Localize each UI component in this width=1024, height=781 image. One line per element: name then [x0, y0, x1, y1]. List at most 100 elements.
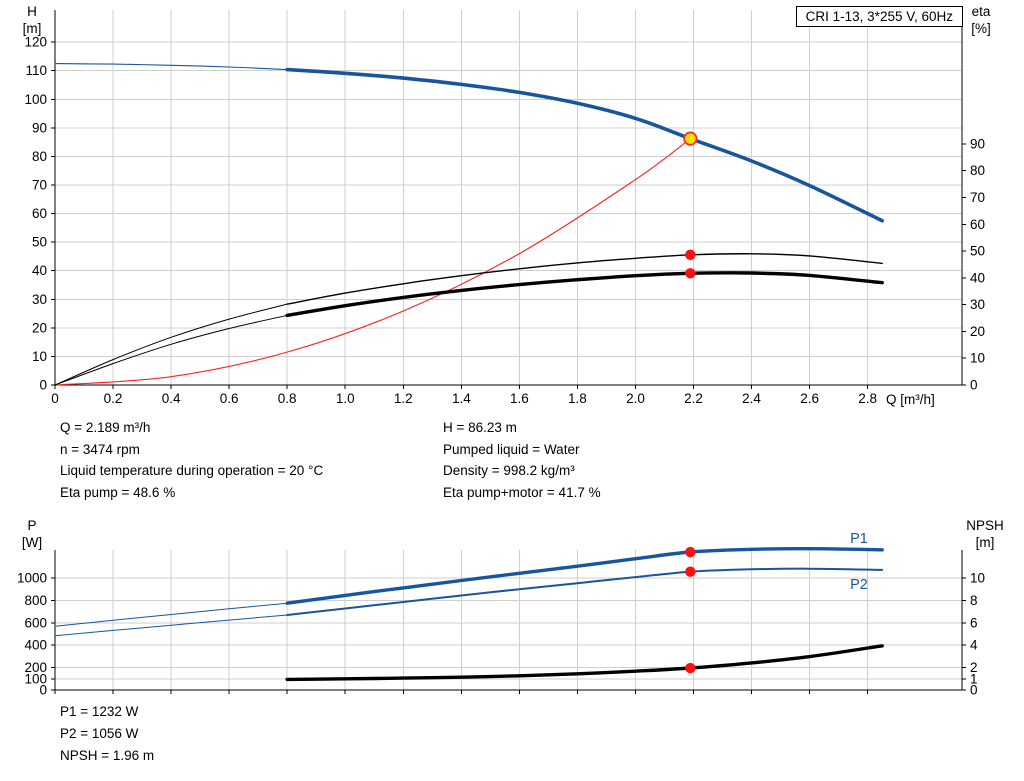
qh-curve: [285, 67, 884, 223]
y-right-tick-label: 0: [970, 378, 978, 393]
info-column-left: Q = 2.189 m³/h n = 3474 rpm Liquid tempe…: [60, 417, 323, 503]
y-left-tick-label: 600: [24, 615, 47, 630]
info-pumped-liquid: Pumped liquid = Water: [443, 441, 580, 457]
info-eta-pump-motor: Eta pump+motor = 41.7 %: [443, 484, 601, 500]
h-axis-label: H [m]: [14, 3, 50, 37]
info-eta-pump: Eta pump = 48.6 %: [60, 484, 176, 500]
h-axis-symbol: H: [27, 4, 37, 19]
npsh-curve: [285, 644, 884, 682]
npsh-point: [685, 662, 696, 674]
eta-axis-label: eta [%]: [960, 3, 1002, 37]
y-right-tick-label: 90: [970, 136, 985, 151]
eta-pump-motor-point: [685, 268, 696, 279]
x-tick-label: 0.6: [220, 391, 239, 406]
duty-point[interactable]: [683, 131, 698, 146]
p-axis-unit: [W]: [21, 535, 43, 550]
pump-title: CRI 1-13, 3*255 V, 60Hz: [805, 9, 953, 24]
info-npsh: NPSH = 1.96 m: [60, 748, 155, 763]
p2-curve: [286, 567, 884, 616]
y-left-tick-label: 80: [32, 149, 47, 164]
y-left-tick-label: 120: [24, 35, 47, 50]
curve-label-p1: P1: [850, 531, 868, 547]
y-right-tick-label: 40: [970, 270, 985, 285]
x-tick-label: 2.6: [800, 391, 819, 406]
y-right-tick-label: 1: [970, 671, 978, 686]
y-right-tick-label: 10: [970, 351, 985, 366]
y-right-tick-label: 6: [970, 615, 978, 630]
x-tick-label: 1.6: [510, 391, 529, 406]
h-axis-unit: [m]: [22, 21, 42, 36]
npsh-axis-symbol: NPSH: [966, 518, 1004, 533]
x-tick-label: 1.2: [394, 391, 413, 406]
y-left-tick-label: 10: [32, 349, 47, 364]
y-right-tick-label: 20: [970, 324, 985, 339]
y-left-tick-label: 70: [32, 178, 47, 193]
y-left-tick-label: 800: [24, 593, 47, 608]
y-right-tick-label: 50: [970, 244, 985, 259]
y-right-tick-label: 70: [970, 190, 985, 205]
y-right-tick-label: 10: [970, 571, 985, 586]
q-axis-label-text: Q [m³/h]: [886, 392, 935, 407]
p-axis-label: P [W]: [14, 517, 50, 551]
eta-pump-curve-low: [54, 303, 288, 386]
y-left-tick-label: 40: [32, 263, 47, 278]
y-right-tick-label: 80: [970, 163, 985, 178]
info-liquid-temperature: Liquid temperature during operation = 20…: [60, 463, 324, 478]
y-left-tick-label: 1000: [17, 571, 47, 586]
eta-pump-motor-curve: [285, 271, 884, 318]
x-tick-label: 0.8: [278, 391, 297, 406]
y-right-tick-label: 8: [970, 593, 978, 608]
y-left-tick-label: 100: [24, 92, 47, 107]
y-left-tick-label: 90: [32, 120, 47, 135]
x-tick-label: 0.2: [104, 391, 123, 406]
y-right-tick-label: 60: [970, 217, 985, 232]
x-tick-label: 0: [51, 391, 59, 406]
curve-label-p2: P2: [850, 577, 868, 593]
qh-eta-chart[interactable]: 0 0.2 0.4 0.6 0.8 1.0 1.2 1.4 1.6 1.8 2.0 2.2 2.4 2.6…: [0, 0, 1024, 418]
x-tick-label: 2.2: [684, 391, 703, 406]
npsh-axis-unit: [m]: [975, 535, 995, 550]
p1-curve: [285, 546, 884, 605]
y-right-tick-label: 30: [970, 297, 985, 312]
p1-point: [685, 546, 696, 558]
y-left-tick-label: 20: [32, 320, 47, 335]
eta-axis-symbol: eta: [971, 4, 991, 19]
y-left-tick-label: 0: [39, 683, 47, 698]
x-tick-label: 1.4: [452, 391, 471, 406]
info-p2: P2 = 1056 W: [60, 726, 139, 741]
x-tick-label: 0.4: [162, 391, 181, 406]
p2-curve-low: [54, 614, 288, 637]
x-tick-label: 2.0: [626, 391, 645, 406]
y-right-tick-label: 4: [970, 638, 978, 653]
y-left-tick-label: 200: [24, 660, 47, 675]
eta-pump-point: [685, 249, 696, 261]
y-right-tick-label: 0: [970, 683, 978, 698]
info-column-power: P1 = 1232 W P2 = 1056 W NPSH = 1.96 m: [60, 701, 154, 767]
y-left-tick-label: 400: [24, 638, 47, 653]
info-flow: Q = 2.189 m³/h: [60, 420, 151, 435]
eta-pump-curve: [286, 253, 883, 305]
y-left-tick-label: 60: [32, 206, 47, 221]
p2-point: [685, 566, 696, 577]
pump-title-box: CRI 1-13, 3*255 V, 60Hz: [795, 6, 963, 27]
eta-pump-motor-curve-low: [54, 314, 288, 386]
info-density: Density = 998.2 kg/m³: [443, 463, 575, 478]
system-curve: [54, 138, 691, 386]
qh-curve-low: [54, 63, 288, 71]
x-tick-label: 1.8: [568, 391, 587, 406]
p1-curve-low: [54, 602, 288, 627]
y-left-tick-label: 100: [24, 671, 47, 686]
info-speed: n = 3474 rpm: [60, 441, 140, 457]
npsh-axis-label: NPSH [m]: [956, 517, 1014, 551]
y-left-tick-label: 110: [25, 63, 47, 78]
info-column-right: H = 86.23 m Pumped liquid = Water Densit…: [443, 417, 601, 503]
x-tick-label: 2.8: [858, 391, 877, 406]
y-left-tick-label: 0: [39, 378, 47, 393]
x-tick-label: 1.0: [336, 391, 355, 406]
info-p1: P1 = 1232 W: [60, 704, 139, 719]
x-tick-label: 2.4: [742, 391, 761, 406]
eta-axis-unit: [%]: [971, 21, 991, 36]
y-left-tick-label: 50: [32, 235, 47, 250]
